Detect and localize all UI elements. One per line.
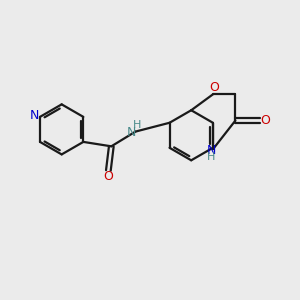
Text: N: N [207,144,216,157]
Text: O: O [260,114,270,127]
Text: O: O [103,170,113,183]
Text: H: H [207,152,216,162]
Text: O: O [209,81,219,94]
Text: H: H [133,120,141,130]
Text: N: N [127,126,136,139]
Text: N: N [30,109,39,122]
